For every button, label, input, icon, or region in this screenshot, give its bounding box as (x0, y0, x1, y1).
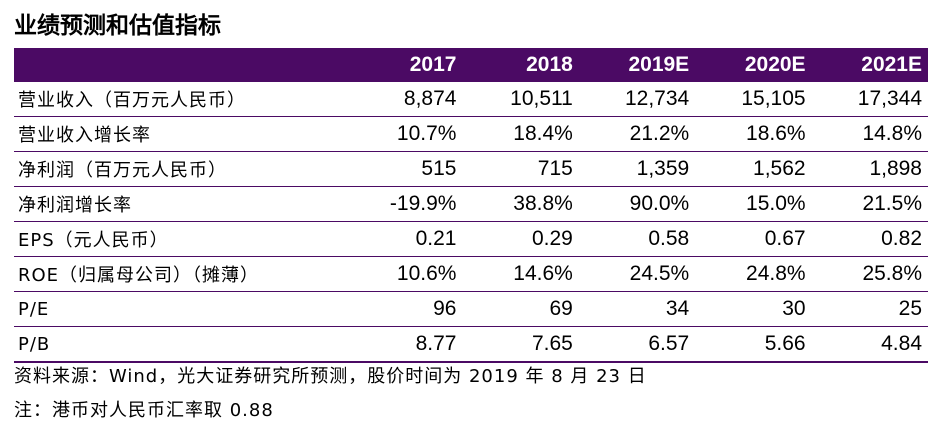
header-cell-2021e: 2021E (861, 53, 922, 76)
table-row: 净利润（百万元人民币） 515 715 1,359 1,562 1,898 (14, 151, 928, 187)
table-cell: 10.7% (346, 116, 463, 152)
header-cell-2019e: 2019E (628, 53, 690, 76)
row-label: ROE（归属母公司）（摊薄） (14, 256, 347, 292)
table-cell: 21.5% (811, 186, 928, 222)
table-cell: -19.9% (346, 186, 463, 222)
row-label: P/E (14, 291, 347, 327)
table-cell: 17,344 (811, 82, 928, 117)
table-cell: 21.2% (578, 116, 696, 152)
table-cell: 96 (346, 291, 463, 327)
forecast-valuation-table: 2017 2018 2019E 2020E 2021E 营业收入（百万元人民币）… (14, 48, 928, 363)
table-row: 营业收入增长率 10.7% 18.4% 21.2% 18.6% 14.8% (14, 116, 928, 152)
source-note: 资料来源：Wind，光大证券研究所预测，股价时间为 2019 年 8 月 23 … (14, 366, 647, 387)
table-cell: 515 (346, 151, 463, 187)
header-cell-2020e: 2020E (744, 53, 806, 76)
table-cell: 0.82 (811, 221, 928, 257)
table-cell: 38.8% (462, 186, 579, 222)
table-cell: 15.0% (695, 186, 812, 222)
table-cell: 6.57 (578, 326, 696, 363)
header-cell-2017: 2017 (409, 53, 457, 76)
table-row: P/E 96 69 34 30 25 (14, 291, 928, 327)
table-cell: 1,562 (695, 151, 812, 187)
table-header-row: 2017 2018 2019E 2020E 2021E (14, 48, 928, 82)
table-row: 净利润增长率 -19.9% 38.8% 90.0% 15.0% 21.5% (14, 186, 928, 222)
table-cell: 0.58 (578, 221, 696, 257)
exchange-rate-note: 注：港币对人民币汇率取 0.88 (14, 400, 274, 421)
table-cell: 15,105 (695, 82, 812, 117)
table-row: P/B 8.77 7.65 6.57 5.66 4.84 (14, 326, 928, 363)
table-cell: 0.21 (346, 221, 463, 257)
table-cell: 8.77 (346, 326, 463, 363)
table-row: EPS（元人民币） 0.21 0.29 0.58 0.67 0.82 (14, 221, 928, 257)
table-cell: 4.84 (811, 326, 928, 363)
table-cell: 69 (462, 291, 579, 327)
table-cell: 7.65 (462, 326, 579, 363)
table-cell: 25.8% (811, 256, 928, 292)
table-cell: 18.4% (462, 116, 579, 152)
row-label: 净利润（百万元人民币） (14, 151, 347, 187)
row-label: P/B (14, 326, 347, 363)
row-label: 营业收入（百万元人民币） (14, 82, 347, 117)
table-cell: 34 (578, 291, 696, 327)
table-row: 营业收入（百万元人民币） 8,874 10,511 12,734 15,105 … (14, 82, 928, 117)
header-cell-2018: 2018 (526, 53, 573, 76)
table-cell: 24.5% (578, 256, 696, 292)
table-cell: 10.6% (346, 256, 463, 292)
row-label: 净利润增长率 (14, 186, 347, 222)
header-cell-label (14, 48, 346, 82)
page-title: 业绩预测和估值指标 (14, 13, 221, 39)
table-cell: 30 (695, 291, 812, 327)
table-cell: 24.8% (695, 256, 812, 292)
table-cell: 5.66 (695, 326, 812, 363)
table-row: ROE（归属母公司）（摊薄） 10.6% 14.6% 24.5% 24.8% 2… (14, 256, 928, 292)
table-cell: 0.29 (462, 221, 579, 257)
table-cell: 25 (811, 291, 928, 327)
table-cell: 715 (462, 151, 579, 187)
table-cell: 90.0% (578, 186, 696, 222)
table-cell: 8,874 (346, 82, 463, 117)
table-cell: 1,898 (811, 151, 928, 187)
table-cell: 10,511 (462, 82, 579, 117)
table-cell: 12,734 (578, 82, 696, 117)
row-label: 营业收入增长率 (14, 116, 347, 152)
table-cell: 1,359 (578, 151, 696, 187)
table-cell: 18.6% (695, 116, 812, 152)
row-label: EPS（元人民币） (14, 221, 347, 257)
table-cell: 0.67 (695, 221, 812, 257)
table-cell: 14.6% (462, 256, 579, 292)
table-cell: 14.8% (811, 116, 928, 152)
